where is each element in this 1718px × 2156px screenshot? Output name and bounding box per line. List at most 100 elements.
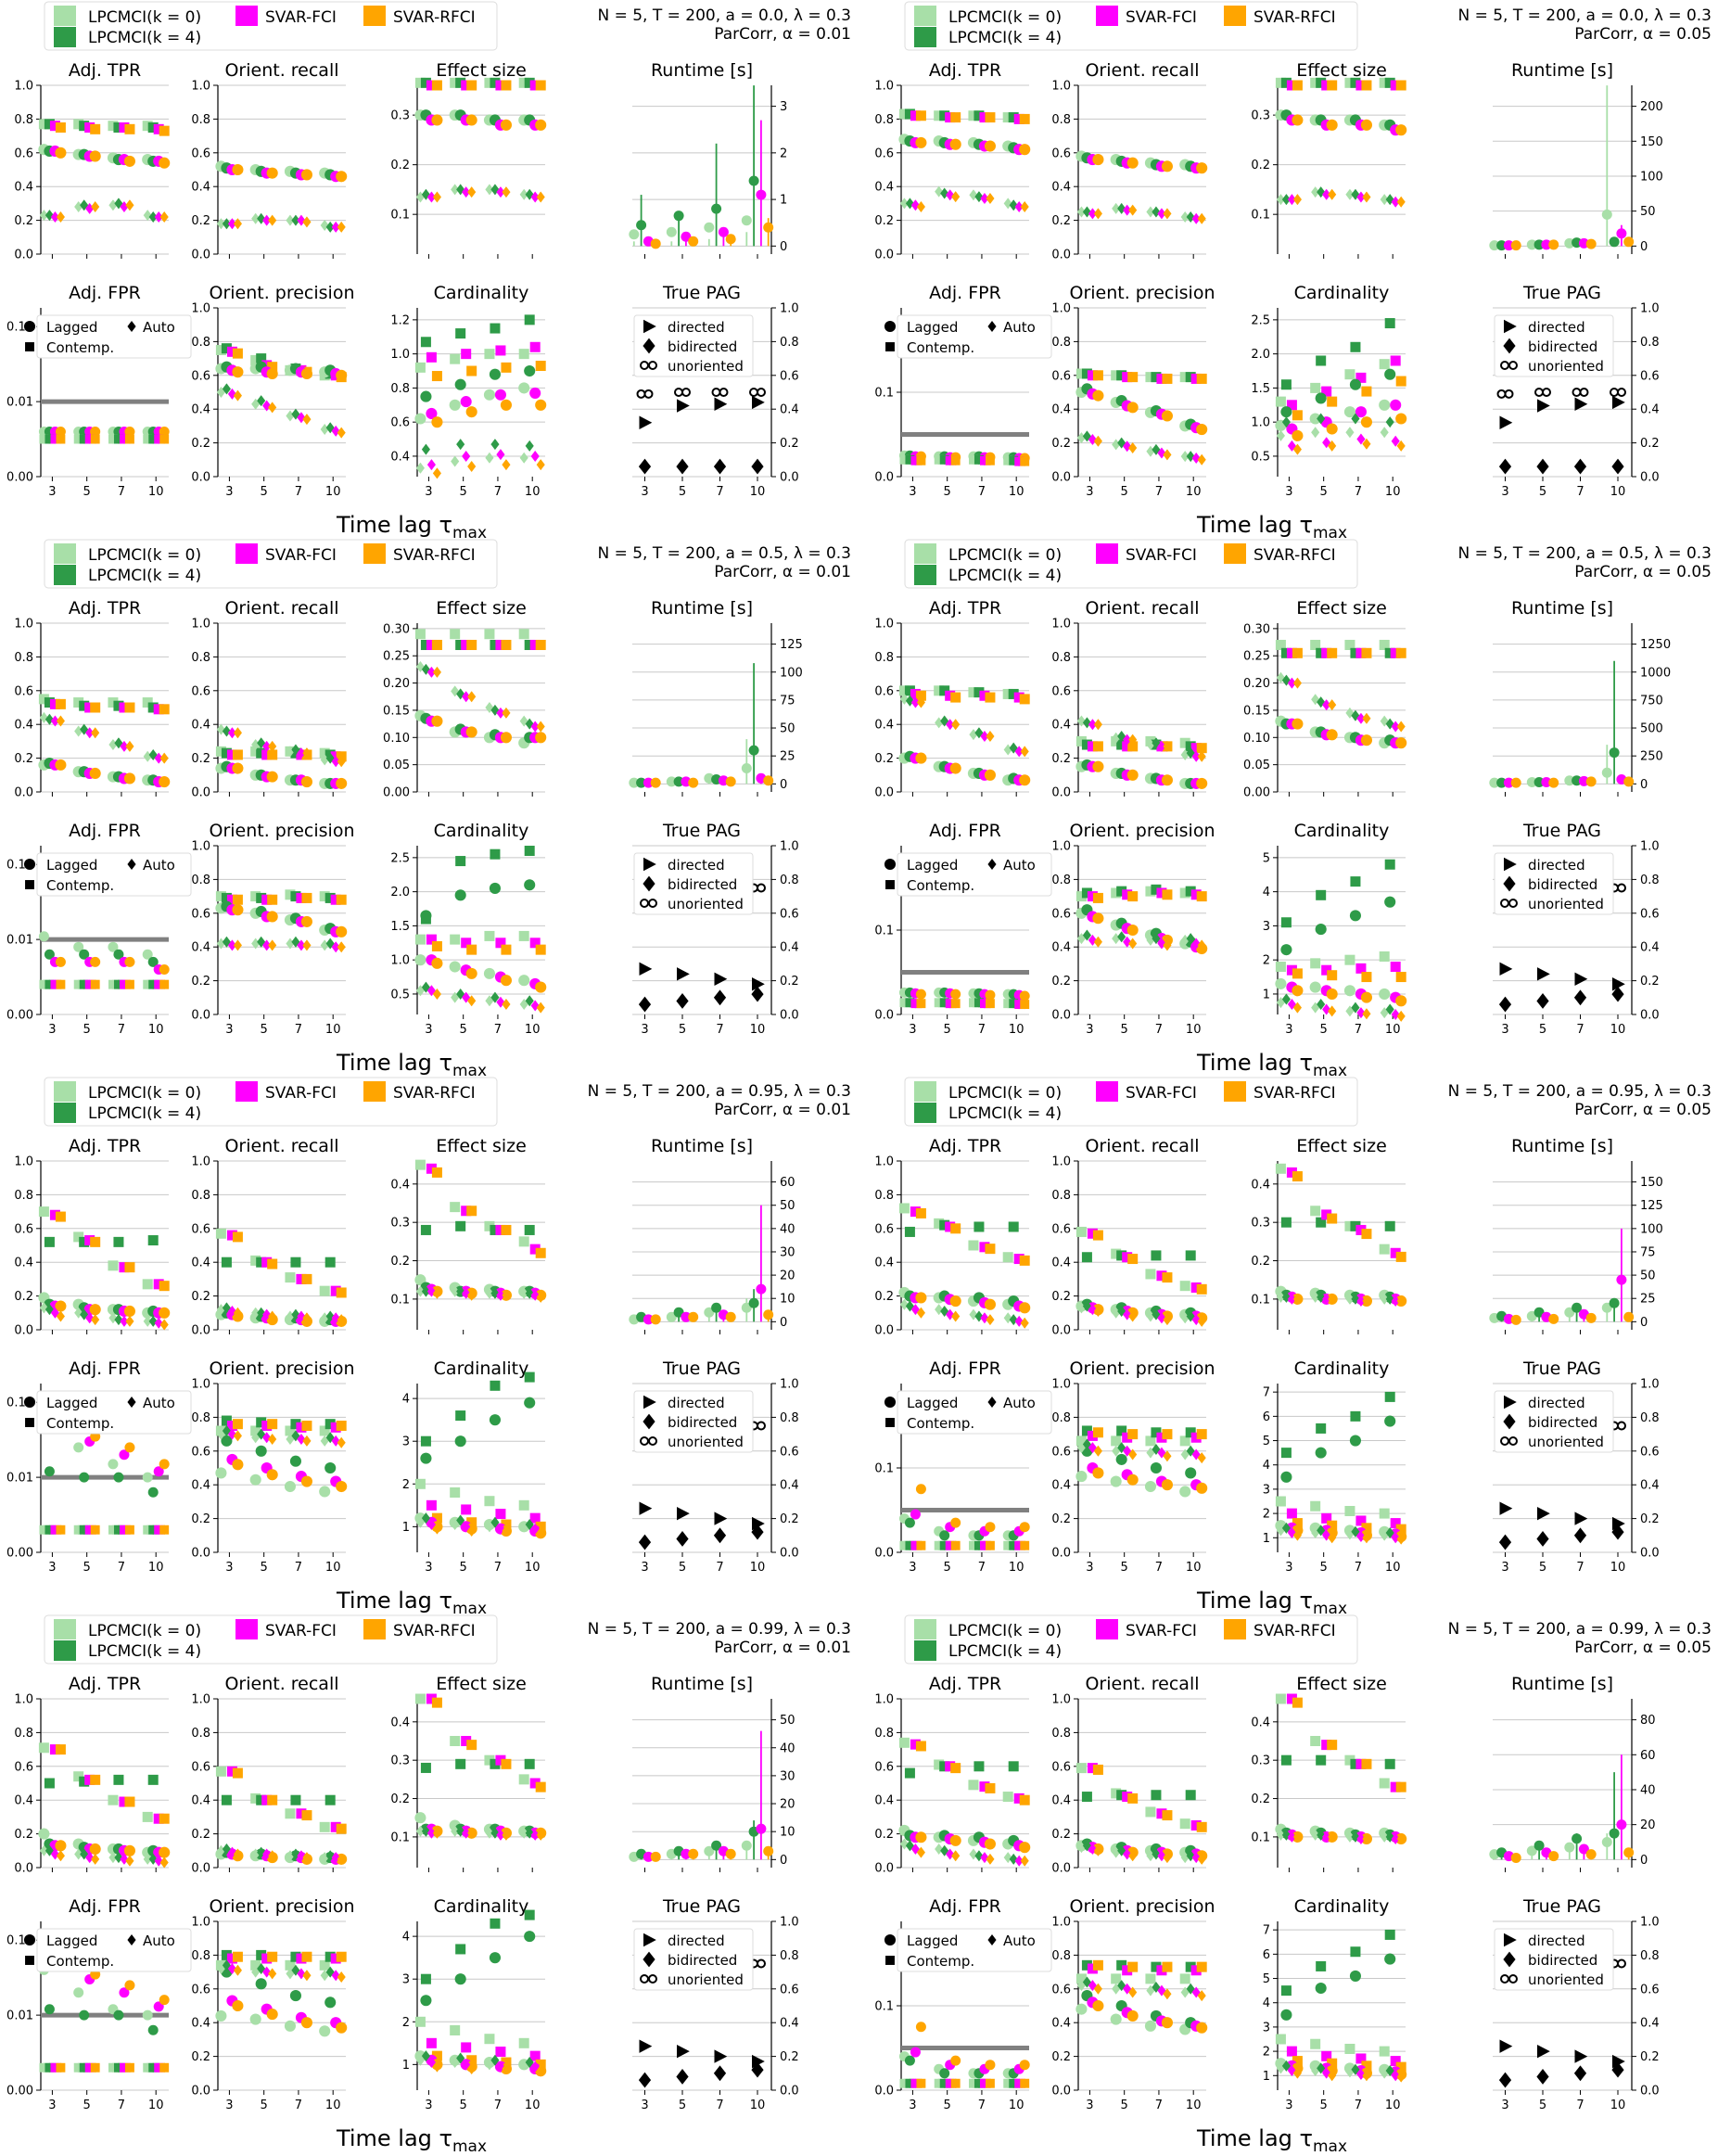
adj-tpr-contemp-point bbox=[56, 1850, 65, 1862]
effect-contemp-point bbox=[502, 186, 511, 198]
effect-contemp-point bbox=[432, 191, 441, 203]
pag-unoriented-point bbox=[757, 388, 766, 397]
cardinality-contemp-point bbox=[456, 439, 465, 451]
panel-title: True PAG bbox=[1522, 821, 1601, 841]
orient-recall-auto-point bbox=[285, 1272, 296, 1283]
y-tick-label: 125 bbox=[780, 638, 803, 652]
x-tick-label: 3 bbox=[225, 485, 233, 499]
y-tick-label: 0.0 bbox=[874, 1324, 894, 1338]
effect-contemp-point bbox=[1391, 721, 1400, 733]
orient-recall-contemp-point bbox=[286, 1310, 295, 1322]
y-tick-label: 2 bbox=[780, 147, 787, 160]
y-tick-label: 0.0 bbox=[14, 1324, 33, 1338]
adj-tpr-auto-point bbox=[934, 1218, 945, 1229]
adj-tpr-auto-point bbox=[939, 1219, 950, 1231]
x-tick-label: 7 bbox=[295, 485, 302, 499]
effect-contemp-point bbox=[1328, 188, 1337, 200]
orient-precision-auto-point bbox=[296, 892, 307, 903]
adj-tpr-contemp-point bbox=[159, 1319, 169, 1331]
adj-fpr-contemp-point bbox=[934, 998, 944, 1008]
panel-title: True PAG bbox=[1522, 283, 1601, 303]
y-tick-label: 60 bbox=[780, 1176, 795, 1190]
adj-fpr-lagged-point bbox=[124, 956, 135, 967]
y-tick-label: 0.2 bbox=[1640, 437, 1660, 451]
setting-label: ParCorr, α = 0.01 bbox=[714, 25, 851, 44]
adj-tpr-contemp-point bbox=[50, 210, 59, 223]
legend-label-svar-fci: SVAR-FCI bbox=[265, 1084, 337, 1103]
y-tick-label: 0.0 bbox=[874, 786, 894, 800]
orient-precision-lagged-point bbox=[232, 366, 244, 378]
y-tick-label: 0.8 bbox=[1051, 113, 1071, 127]
effect-contemp-point bbox=[426, 666, 436, 678]
pag-bidirected-point bbox=[1536, 1531, 1549, 1547]
adj-tpr-contemp-point bbox=[120, 1315, 129, 1327]
adj-tpr-auto-point bbox=[55, 122, 66, 133]
y-tick-label: 0.0 bbox=[14, 1862, 33, 1876]
orient-precision-contemp-point bbox=[1128, 1448, 1138, 1461]
orient-recall-lagged-point bbox=[1161, 160, 1173, 172]
y-tick-label: 0.4 bbox=[191, 1479, 210, 1493]
y-tick-label: 0.0 bbox=[874, 1547, 894, 1561]
cardinality-contemp-point bbox=[421, 443, 430, 455]
y-tick-label: 0 bbox=[1640, 778, 1648, 792]
effect-auto-point bbox=[1355, 647, 1367, 658]
cardinality-auto-point bbox=[1310, 1500, 1321, 1512]
orient-precision-lagged-point bbox=[1185, 1467, 1197, 1479]
adj-fpr-contemp-point bbox=[916, 1540, 926, 1550]
y-tick-label: 125 bbox=[1640, 1199, 1663, 1213]
effect-auto-point bbox=[501, 1224, 512, 1235]
adj-tpr-auto-point bbox=[910, 110, 921, 121]
pag-legend-frame bbox=[1494, 852, 1614, 915]
orient-recall-lagged-point bbox=[232, 762, 244, 774]
orient-recall-auto-point bbox=[1145, 1269, 1156, 1280]
legend-swatch-svar-fci bbox=[1096, 6, 1118, 26]
legend-label-lpcmci-k0: LPCMCI(k = 0) bbox=[88, 1084, 201, 1103]
figure-block: LPCMCI(k = 0)LPCMCI(k = 4)SVAR-FCI SVAR-R… bbox=[6, 1614, 851, 2156]
orient-precision-contemp-point bbox=[331, 941, 340, 953]
x-axis-label-sub: max bbox=[1313, 1062, 1347, 1080]
orient-precision-lagged-point bbox=[1092, 389, 1104, 402]
y-tick-label: 0.2 bbox=[191, 1512, 210, 1526]
cardinality-contemp-point bbox=[490, 991, 500, 1003]
legend-swatch-svar-fci bbox=[235, 1081, 258, 1102]
adj-tpr-contemp-point bbox=[899, 198, 909, 210]
panel-title: Effect size bbox=[1296, 60, 1387, 81]
adj-fpr-contemp-point bbox=[39, 434, 49, 444]
effect-auto-point bbox=[431, 1167, 442, 1178]
orient-recall-contemp-point bbox=[337, 221, 346, 233]
panel-title: Orient. precision bbox=[1069, 821, 1215, 841]
cardinality-auto-point bbox=[518, 1499, 529, 1511]
adj-fpr-contemp-point bbox=[1003, 1540, 1013, 1550]
pag-legend-frame bbox=[1494, 1390, 1614, 1453]
orient-precision-auto-point bbox=[261, 360, 273, 371]
effect-contemp-point bbox=[462, 1287, 471, 1299]
cardinality-contemp-point bbox=[525, 1519, 534, 1531]
orient-recall-contemp-point bbox=[297, 214, 306, 226]
y-tick-label: 0.2 bbox=[1051, 752, 1071, 766]
orient-precision-contemp-point bbox=[297, 1434, 306, 1446]
panel-title: True PAG bbox=[662, 821, 741, 841]
orient-precision-contemp-point bbox=[1157, 447, 1166, 459]
y-tick-label: 100 bbox=[1640, 1222, 1663, 1236]
adj-tpr-auto-point bbox=[898, 685, 910, 696]
y-tick-label: 0.4 bbox=[1640, 403, 1660, 417]
adj-tpr-contemp-point bbox=[905, 695, 914, 707]
cardinality-auto-point bbox=[461, 1504, 472, 1515]
orient-recall-contemp-point bbox=[302, 1312, 312, 1324]
orient-precision-auto-point bbox=[226, 346, 237, 357]
cardinality-auto-point bbox=[450, 353, 461, 364]
x-tick-label: 7 bbox=[716, 1023, 723, 1037]
orient-precision-auto-point bbox=[256, 353, 267, 364]
setting-label: N = 5, T = 200, a = 0.0, λ = 0.3 bbox=[597, 6, 851, 25]
orient-precision-auto-point bbox=[261, 894, 273, 905]
adj-fpr-lagged-point bbox=[1019, 1522, 1030, 1533]
y-tick-label: 20 bbox=[780, 1269, 795, 1283]
adj-fpr-contemp-point bbox=[968, 998, 978, 1008]
pag-legend-frame bbox=[633, 314, 754, 377]
cardinality-contemp-point bbox=[1276, 429, 1285, 441]
cardinality-auto-point bbox=[490, 848, 501, 860]
y-tick-label: 100 bbox=[1640, 170, 1663, 184]
orient-precision-contemp-point bbox=[297, 412, 306, 424]
orient-precision-contemp-point bbox=[1146, 934, 1155, 946]
